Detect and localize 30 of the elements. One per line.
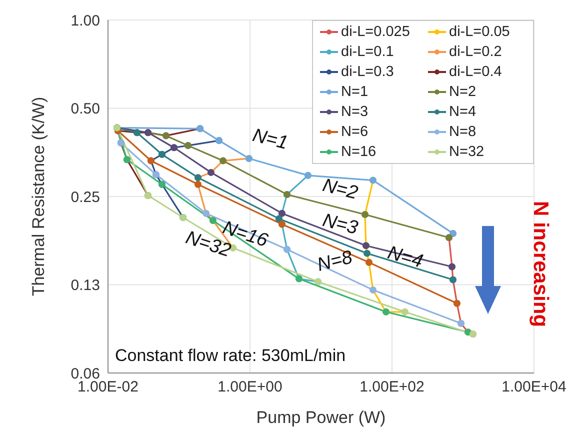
- annotation: N=4: [384, 242, 426, 274]
- x-tick-label: 1.00E+02: [360, 378, 424, 396]
- legend-label: di-L=0.3: [341, 64, 394, 80]
- annotation: N increasing: [528, 200, 552, 328]
- legend-label: N=3: [341, 104, 368, 120]
- y-axis-title: Thermal Resistance (K/W): [29, 96, 48, 296]
- legend-label: N=6: [341, 124, 368, 140]
- y-tick-label: 1.00: [70, 12, 100, 30]
- legend-label: di-L=0.05: [449, 24, 510, 40]
- x-tick-label: 1.00E+00: [218, 378, 282, 396]
- legend-label: N=4: [449, 104, 476, 120]
- annotation: N=8: [315, 247, 355, 277]
- legend-label: N=8: [449, 124, 476, 140]
- legend-label: di-L=0.2: [449, 44, 502, 60]
- x-tick-label: 1.00E+04: [502, 378, 566, 396]
- x-axis-title: Pump Power (W): [256, 408, 386, 427]
- y-tick-label: 0.13: [70, 277, 100, 294]
- legend-label: di-L=0.025: [341, 24, 410, 40]
- legend-label: di-L=0.1: [341, 44, 394, 60]
- legend-label: N=16: [341, 144, 376, 160]
- legend-label: N=1: [341, 84, 368, 100]
- annotation: N=2: [320, 175, 360, 205]
- annotation: N=3: [320, 210, 360, 240]
- y-tick-label: 0.50: [70, 100, 100, 118]
- legend-label: N=32: [449, 144, 484, 160]
- legend-label: N=2: [449, 84, 476, 100]
- legend-label: di-L=0.4: [449, 64, 502, 80]
- y-tick-label: 0.25: [70, 188, 100, 206]
- annotation: N=1: [250, 125, 290, 155]
- annotation: Constant flow rate: 530mL/min: [115, 346, 346, 366]
